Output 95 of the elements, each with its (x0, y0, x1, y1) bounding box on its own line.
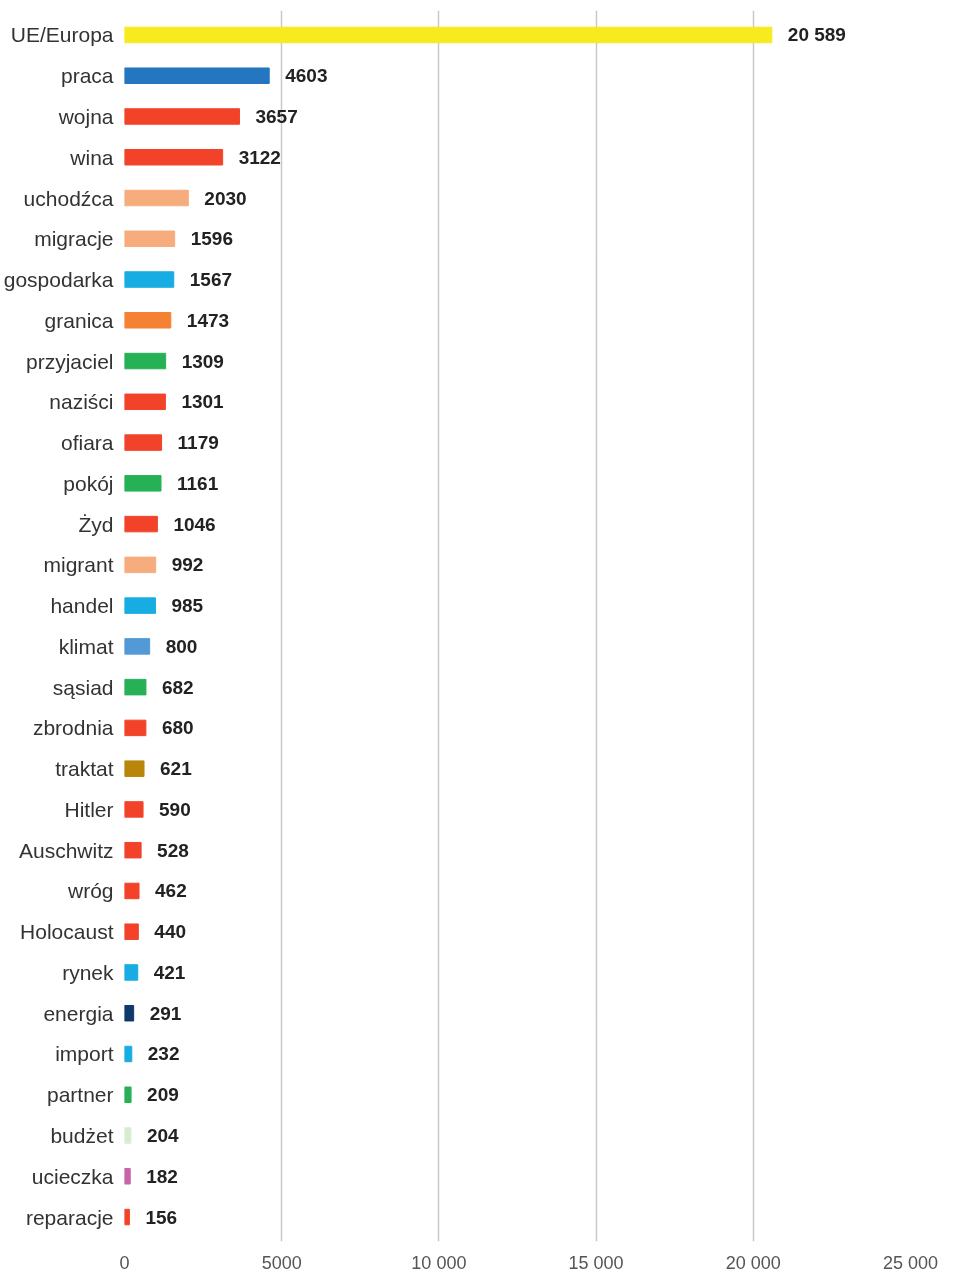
data-label: 3122 (238, 146, 281, 168)
bar (124, 67, 270, 84)
data-label: 4603 (285, 65, 328, 87)
bar (124, 312, 172, 329)
data-label: 985 (171, 595, 204, 617)
data-label: 680 (161, 717, 194, 739)
y-tick-label: UE/Europa (10, 23, 114, 47)
data-label: 1309 (181, 350, 224, 372)
data-label: 462 (155, 880, 187, 902)
bar (124, 678, 147, 696)
y-tick-label: pokój (63, 471, 114, 495)
data-label: 621 (160, 758, 193, 780)
y-tick-label: wróg (66, 879, 114, 903)
bar (124, 230, 176, 248)
data-label: 3657 (255, 105, 298, 127)
bar (124, 882, 140, 900)
y-tick-label: klimat (58, 634, 114, 658)
data-label: 1473 (186, 309, 230, 331)
y-tick-label: migrant (43, 553, 114, 577)
bar (124, 1168, 131, 1185)
y-tick-label: przyjaciel (25, 349, 114, 373)
y-tick-label: uchodźca (23, 186, 114, 210)
data-label: 528 (157, 839, 189, 861)
x-tick-label: 5000 (261, 1252, 302, 1273)
bar (124, 801, 144, 818)
bar (124, 515, 158, 533)
y-tick-label: reparacje (25, 1205, 114, 1229)
data-label: 421 (153, 961, 186, 983)
bar (124, 719, 147, 737)
data-label: 1596 (190, 228, 233, 250)
bar (124, 1086, 132, 1103)
y-tick-label: Żyd (78, 512, 114, 536)
bar (124, 1127, 132, 1144)
x-tick-label: 25 000 (882, 1252, 939, 1273)
data-label: 1301 (181, 391, 225, 413)
y-tick-label: Hitler (64, 797, 114, 821)
y-tick-label: migracje (34, 227, 114, 251)
y-tick-label: budżet (50, 1124, 114, 1148)
data-label: 182 (146, 1165, 178, 1187)
bar (124, 556, 157, 574)
data-label: 992 (171, 554, 204, 576)
bar (124, 638, 151, 655)
y-tick-label: rynek (62, 960, 114, 984)
y-tick-label: traktat (55, 757, 114, 781)
bar (124, 841, 142, 859)
y-tick-label: wojna (57, 104, 114, 128)
data-label: 156 (145, 1206, 178, 1228)
x-tick-label: 0 (119, 1252, 130, 1273)
x-tick-label: 20 000 (725, 1252, 781, 1273)
y-tick-label: ofiara (60, 431, 114, 455)
x-tick-label: 10 000 (411, 1252, 467, 1273)
bar (124, 1004, 135, 1022)
bar (124, 1208, 130, 1226)
data-label: 682 (161, 676, 194, 698)
y-tick-label: naziści (49, 390, 114, 414)
y-tick-label: gospodarka (3, 268, 114, 292)
data-label: 590 (159, 798, 191, 820)
y-tick-label: Holocaust (20, 920, 114, 944)
bar (124, 597, 156, 614)
data-label: 440 (154, 921, 187, 943)
data-label: 291 (149, 1002, 182, 1024)
bar (124, 271, 175, 288)
y-tick-label: granica (44, 308, 114, 332)
y-tick-label: handel (50, 594, 114, 618)
y-tick-label: import (55, 1042, 114, 1066)
data-label: 1179 (177, 432, 219, 454)
y-tick-label: ucieczka (31, 1164, 114, 1188)
data-label: 1046 (173, 513, 216, 535)
bar (124, 923, 139, 940)
bar (124, 189, 189, 207)
y-tick-label: praca (60, 64, 114, 88)
data-label: 800 (165, 635, 198, 657)
data-label: 20 589 (787, 24, 846, 46)
data-label: 1567 (189, 269, 233, 291)
data-label: 2030 (204, 187, 247, 209)
x-tick-label: 15 000 (568, 1252, 624, 1273)
data-label: 232 (147, 1043, 180, 1065)
bar (124, 352, 167, 370)
bar (124, 26, 773, 44)
data-label: 209 (147, 1084, 179, 1106)
bar (124, 475, 162, 492)
bar (124, 760, 145, 777)
bar (124, 149, 224, 166)
y-tick-label: wina (69, 145, 114, 169)
bar (124, 393, 166, 411)
y-tick-label: energia (43, 1001, 114, 1025)
y-tick-label: sąsiad (52, 675, 114, 699)
y-tick-label: Auschwitz (18, 838, 114, 862)
bar (124, 108, 240, 125)
bar (124, 434, 163, 451)
y-tick-label: partner (46, 1083, 114, 1107)
y-tick-label: zbrodnia (32, 716, 114, 740)
bar (124, 964, 139, 981)
data-label: 1161 (177, 472, 219, 494)
data-label: 204 (146, 1125, 180, 1147)
